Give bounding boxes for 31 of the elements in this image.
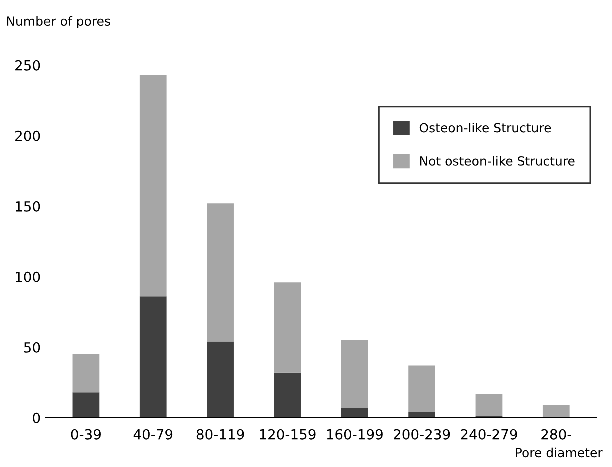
bar	[476, 394, 503, 417]
x-tick-label: 0-39	[71, 429, 101, 440]
y-tick-label: 100	[16, 272, 40, 282]
x-tick-label: 240-279	[461, 429, 518, 440]
y-tick-label: 200	[16, 130, 40, 142]
bar	[140, 75, 167, 297]
bar	[140, 296, 167, 418]
bar	[72, 392, 100, 418]
y-tick-label: 250	[16, 60, 40, 71]
legend-label: Not osteon-like Structure	[420, 156, 575, 166]
bar	[72, 354, 100, 393]
bar	[341, 340, 368, 408]
bar	[207, 204, 234, 342]
bar	[207, 342, 234, 418]
x-axis-title: Pore diameter	[516, 448, 603, 458]
y-tick-label: 0	[33, 412, 40, 424]
y-tick-label: 150	[16, 201, 40, 212]
x-tick-label: 280-	[542, 429, 572, 440]
y-axis-title: Number of pores	[7, 16, 110, 28]
bar	[542, 405, 570, 418]
x-tick-label: 40-79	[134, 429, 173, 440]
y-tick-label: 50	[24, 342, 40, 353]
x-tick-label: 120-159	[260, 429, 316, 440]
bar	[274, 372, 302, 418]
x-tick-label: 80-119	[196, 429, 244, 440]
bar	[274, 282, 302, 373]
x-tick-label: 160-199	[327, 429, 383, 440]
legend-label: Osteon-like Structure	[420, 123, 552, 133]
x-tick-label: 200-239	[394, 429, 450, 440]
bar	[341, 408, 368, 418]
bar	[408, 366, 436, 412]
